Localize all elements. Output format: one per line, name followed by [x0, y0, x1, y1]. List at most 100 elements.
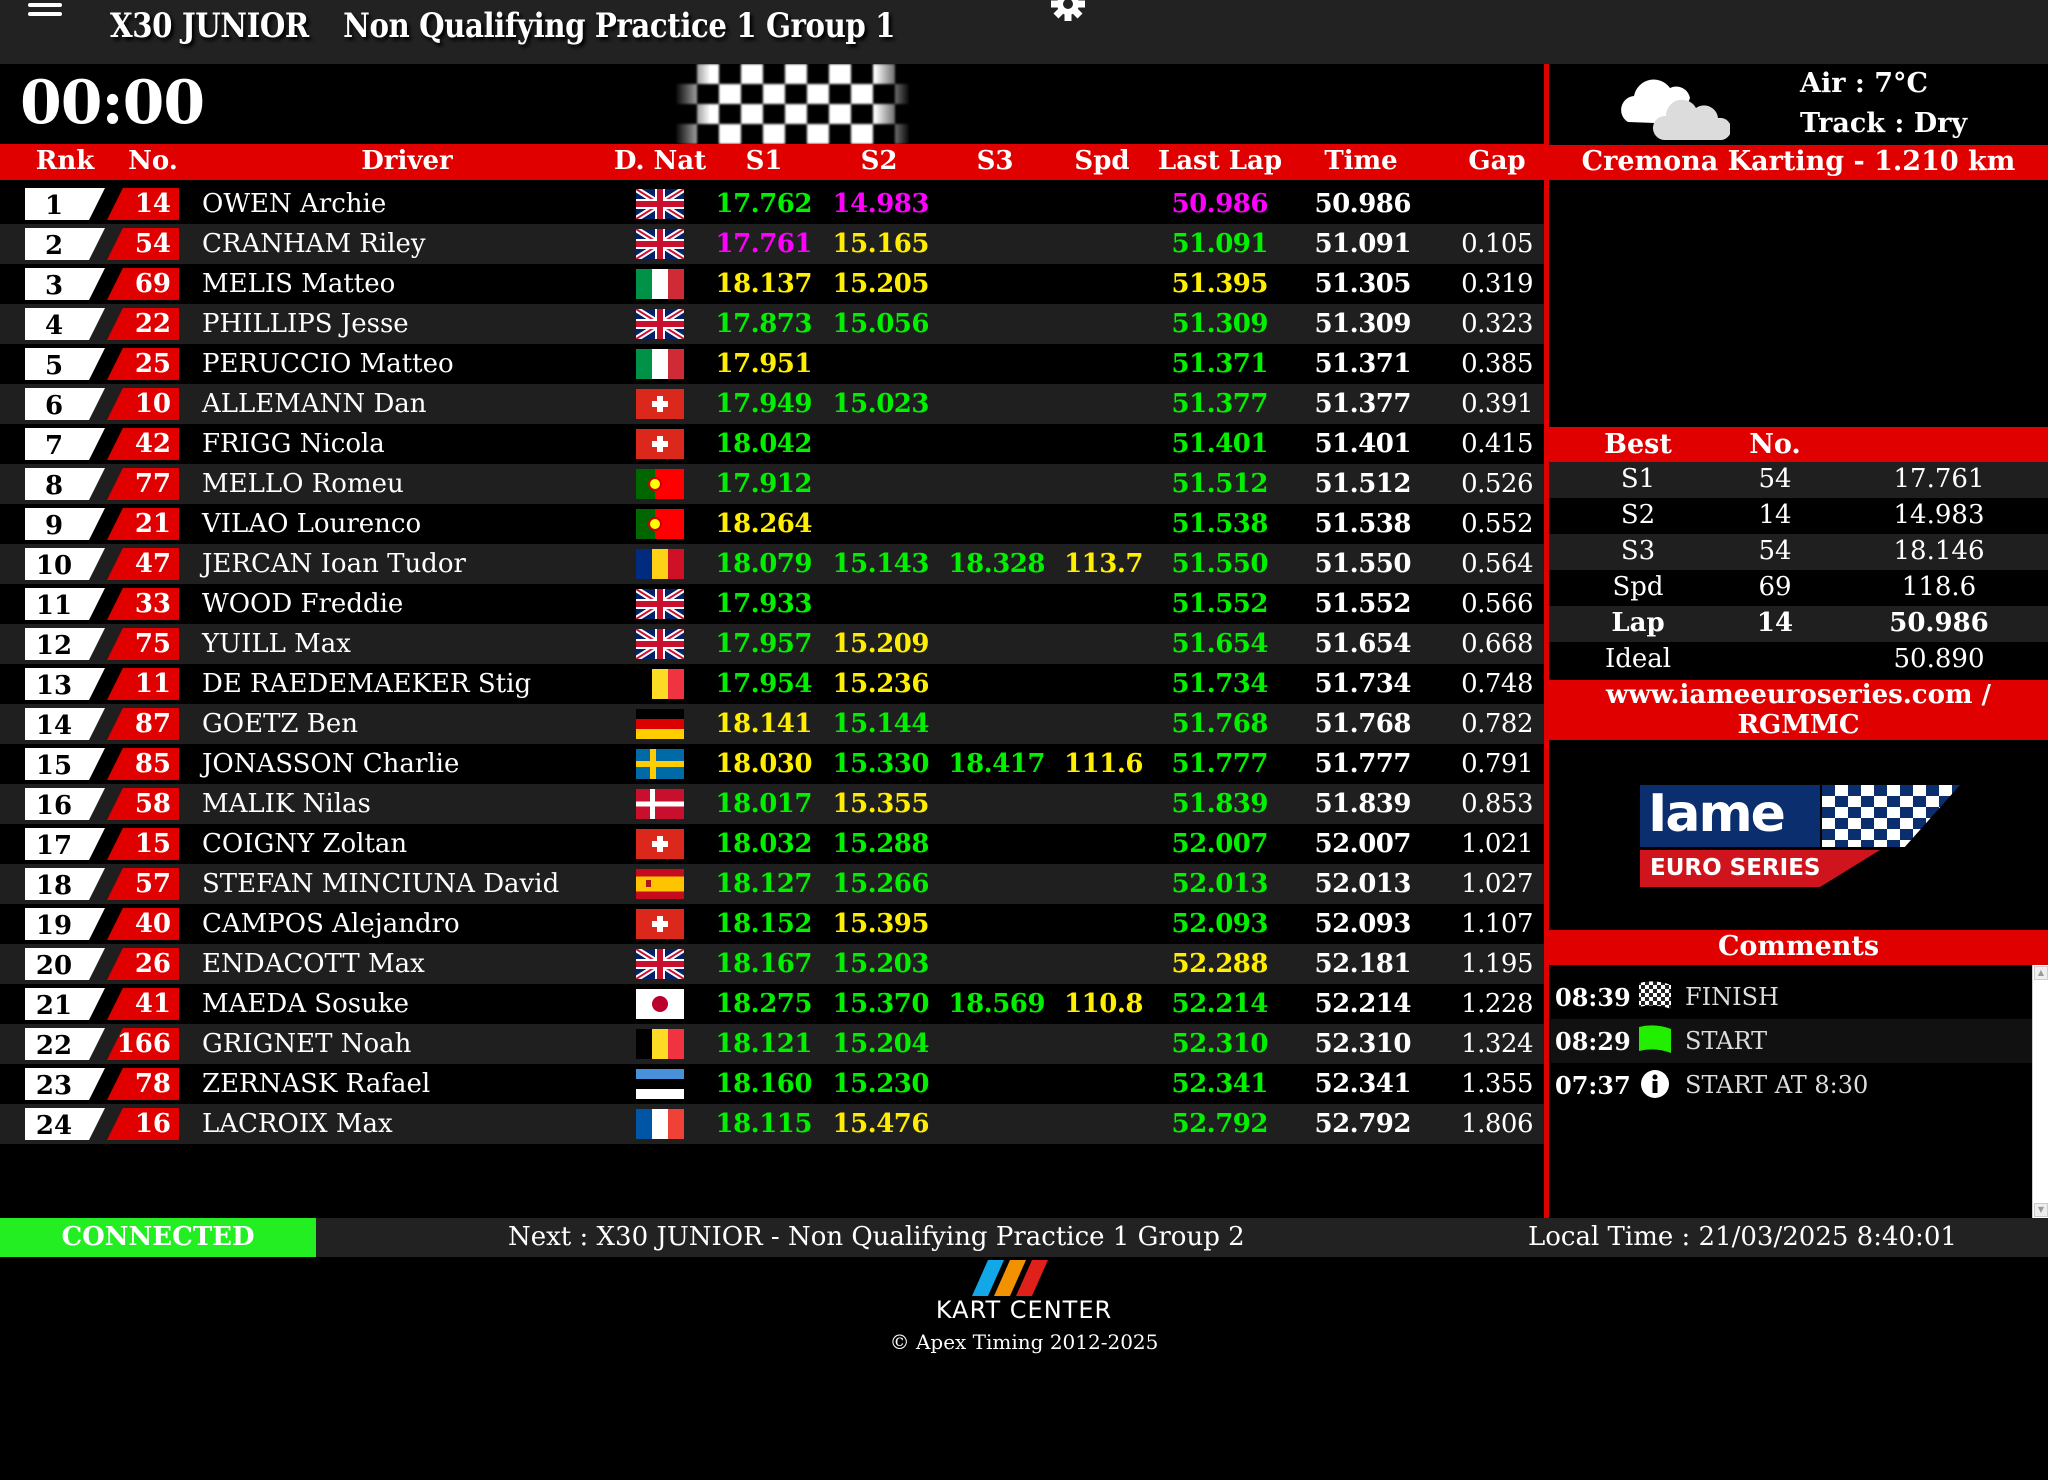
table-row[interactable]: 3 69 MELIS Matteo 18.137 15.205 51.395 51.305 0…: [0, 264, 1544, 304]
table-row[interactable]: 14 87 GOETZ Ben 18.141 15.144 51.768 51.768 0.7…: [0, 704, 1544, 744]
flag-gb-icon: [634, 226, 686, 262]
s2-cell: 15.370: [832, 989, 929, 1019]
table-row[interactable]: 12 75 YUILL Max 17.957 15.209 51.654 51.654 0.6…: [0, 624, 1544, 664]
table-row[interactable]: 23 78 ZERNASK Rafael 18.160 15.230 52.341 52.3…: [0, 1064, 1544, 1104]
table-row[interactable]: 9 21 VILAO Lourenco 18.264 51.538 51.538 0.552: [0, 504, 1544, 544]
table-row[interactable]: 16 58 MALIK Nilas 18.017 15.355 51.839 51.839 0…: [0, 784, 1544, 824]
spd-cell: 110.8: [1064, 989, 1143, 1019]
table-row[interactable]: 22 166 GRIGNET Noah 18.121 15.204 52.310 52.31…: [0, 1024, 1544, 1064]
connection-status: CONNECTED: [0, 1218, 316, 1257]
driver-name: MELIS Matteo: [202, 269, 396, 299]
best-label: Lap: [1611, 608, 1665, 638]
kart-number-badge: 47: [107, 548, 179, 580]
table-row[interactable]: 4 22 PHILLIPS Jesse 17.873 15.056 51.309 51.30…: [0, 304, 1544, 344]
top-bar: X30 JUNIOR Non Qualifying Practice 1 Grou…: [0, 0, 2048, 64]
time-cell: 51.734: [1314, 669, 1411, 699]
time-cell: 51.654: [1314, 629, 1411, 659]
last-cell: 51.734: [1171, 669, 1268, 699]
gear-icon[interactable]: [1050, 0, 1086, 22]
time-cell: 50.986: [1314, 189, 1411, 219]
flag-de-icon: [636, 709, 684, 739]
table-row[interactable]: 13 11 DE RAEDEMAEKER Stig 17.954 15.236 51.73…: [0, 664, 1544, 704]
spd-cell: 113.7: [1064, 549, 1143, 579]
flag-gb-icon: [634, 186, 686, 222]
s1-cell: 17.933: [715, 589, 812, 619]
session-title: X30 JUNIOR Non Qualifying Practice 1 Grou…: [110, 6, 929, 46]
last-cell: 52.792: [1171, 1109, 1268, 1139]
comment-time: 08:39: [1555, 983, 1631, 1012]
table-row[interactable]: 7 42 FRIGG Nicola 18.042 51.401 51.401 0.415: [0, 424, 1544, 464]
table-row[interactable]: 21 41 MAEDA Sosuke 18.275 15.370 18.569 110.8 5…: [0, 984, 1544, 1024]
time-cell: 51.305: [1314, 269, 1411, 299]
best-value: 14.983: [1893, 500, 1985, 530]
s1-cell: 18.152: [715, 909, 812, 939]
driver-name: VILAO Lourenco: [202, 509, 422, 539]
table-row[interactable]: 6 10 ALLEMANN Dan 17.949 15.023 51.377 51.377 0…: [0, 384, 1544, 424]
scroll-down-icon[interactable]: ▼: [2034, 1203, 2048, 1217]
driver-name: STEFAN MINCIUNA David: [202, 869, 560, 899]
table-row[interactable]: 19 40 CAMPOS Alejandro 18.152 15.395 52.093 52…: [0, 904, 1544, 944]
scroll-up-icon[interactable]: ▲: [2034, 966, 2048, 980]
best-row: S2 14 14.983: [1549, 498, 2048, 534]
table-row[interactable]: 10 47 JERCAN Ioan Tudor 18.079 15.143 18.328 1…: [0, 544, 1544, 584]
flag-be-icon: [636, 1029, 684, 1059]
gap-cell: 0.323: [1461, 309, 1533, 339]
table-row[interactable]: 20 26 ENDACOTT Max 18.167 15.203 52.288 52.181…: [0, 944, 1544, 984]
s2-cell: 15.288: [832, 829, 929, 859]
table-row[interactable]: 8 77 MELLO Romeu 17.912 51.512 51.512 0.526: [0, 464, 1544, 504]
last-cell: 50.986: [1171, 189, 1268, 219]
best-label: Spd: [1612, 572, 1664, 602]
weather-info: Air : 7°C Track : Dry: [1800, 64, 1967, 144]
website-link[interactable]: www.iameeuroseries.com / RGMMC: [1549, 680, 2048, 740]
table-row[interactable]: 17 15 COIGNY Zoltan 18.032 15.288 52.007 52.00…: [0, 824, 1544, 864]
kart-number-badge: 57: [107, 868, 179, 900]
rank-badge: 24: [25, 1108, 105, 1140]
kart-number-badge: 21: [107, 508, 179, 540]
gap-cell: 0.782: [1461, 709, 1533, 739]
logo-subtitle: EURO SERIES: [1640, 850, 1880, 887]
table-row[interactable]: 2 54 CRANHAM Riley 17.761 15.165 51.091 51.091…: [0, 224, 1544, 264]
table-row[interactable]: 11 33 WOOD Freddie 17.933 51.552 51.552 0.566: [0, 584, 1544, 624]
gap-cell: 1.027: [1461, 869, 1533, 899]
s1-cell: 18.141: [715, 709, 812, 739]
rank-badge: 23: [25, 1068, 105, 1100]
session-label: Non Qualifying Practice 1 Group 1: [343, 6, 896, 46]
rank-badge: 3: [25, 268, 105, 300]
s2-cell: 15.204: [832, 1029, 929, 1059]
driver-name: OWEN Archie: [202, 189, 387, 219]
gap-cell: 0.853: [1461, 789, 1533, 819]
logo-word: Iame: [1640, 785, 1820, 847]
rank-badge: 18: [25, 868, 105, 900]
comments-scrollbar[interactable]: ▲ ▼: [2032, 965, 2048, 1218]
circuit-name: Cremona Karting - 1.210 km: [1549, 145, 2048, 180]
hamburger-icon[interactable]: [28, 0, 62, 16]
gap-cell: 0.319: [1461, 269, 1533, 299]
comment-text: START AT 8:30: [1685, 1071, 1869, 1099]
rank-badge: 16: [25, 788, 105, 820]
flag-ch-icon: [636, 909, 684, 939]
s1-cell: 18.264: [715, 509, 812, 539]
table-row[interactable]: 18 57 STEFAN MINCIUNA David 18.127 15.266 52.…: [0, 864, 1544, 904]
table-row[interactable]: 5 25 PERUCCIO Matteo 17.951 51.371 51.371 0.38…: [0, 344, 1544, 384]
table-row[interactable]: 15 85 JONASSON Charlie 18.030 15.330 18.417 11…: [0, 744, 1544, 784]
best-value: 118.6: [1901, 572, 1977, 602]
best-kart-number: 14: [1756, 608, 1794, 638]
gap-cell: 0.564: [1461, 549, 1533, 579]
gap-cell: 0.748: [1461, 669, 1533, 699]
driver-name: GRIGNET Noah: [202, 1029, 412, 1059]
flag-gb-icon: [634, 626, 686, 662]
s1-cell: 17.957: [715, 629, 812, 659]
cloudy-icon: [1621, 79, 1730, 140]
best-kart-number: 54: [1758, 464, 1792, 494]
driver-name: JERCAN Ioan Tudor: [202, 549, 466, 579]
spd-cell: 111.6: [1064, 749, 1143, 779]
table-row[interactable]: 24 16 LACROIX Max 18.115 15.476 52.792 52.792 1…: [0, 1104, 1544, 1144]
comment-item: 07:37 START AT 8:30: [1551, 1063, 2032, 1107]
last-cell: 51.768: [1171, 709, 1268, 739]
s1-cell: 18.127: [715, 869, 812, 899]
driver-name: MELLO Romeu: [202, 469, 404, 499]
flag-pt-icon: [636, 509, 684, 539]
kart-number-badge: 33: [107, 588, 179, 620]
s2-cell: 15.205: [832, 269, 929, 299]
table-row[interactable]: 1 14 OWEN Archie 17.762 14.983 50.986 50.986: [0, 184, 1544, 224]
